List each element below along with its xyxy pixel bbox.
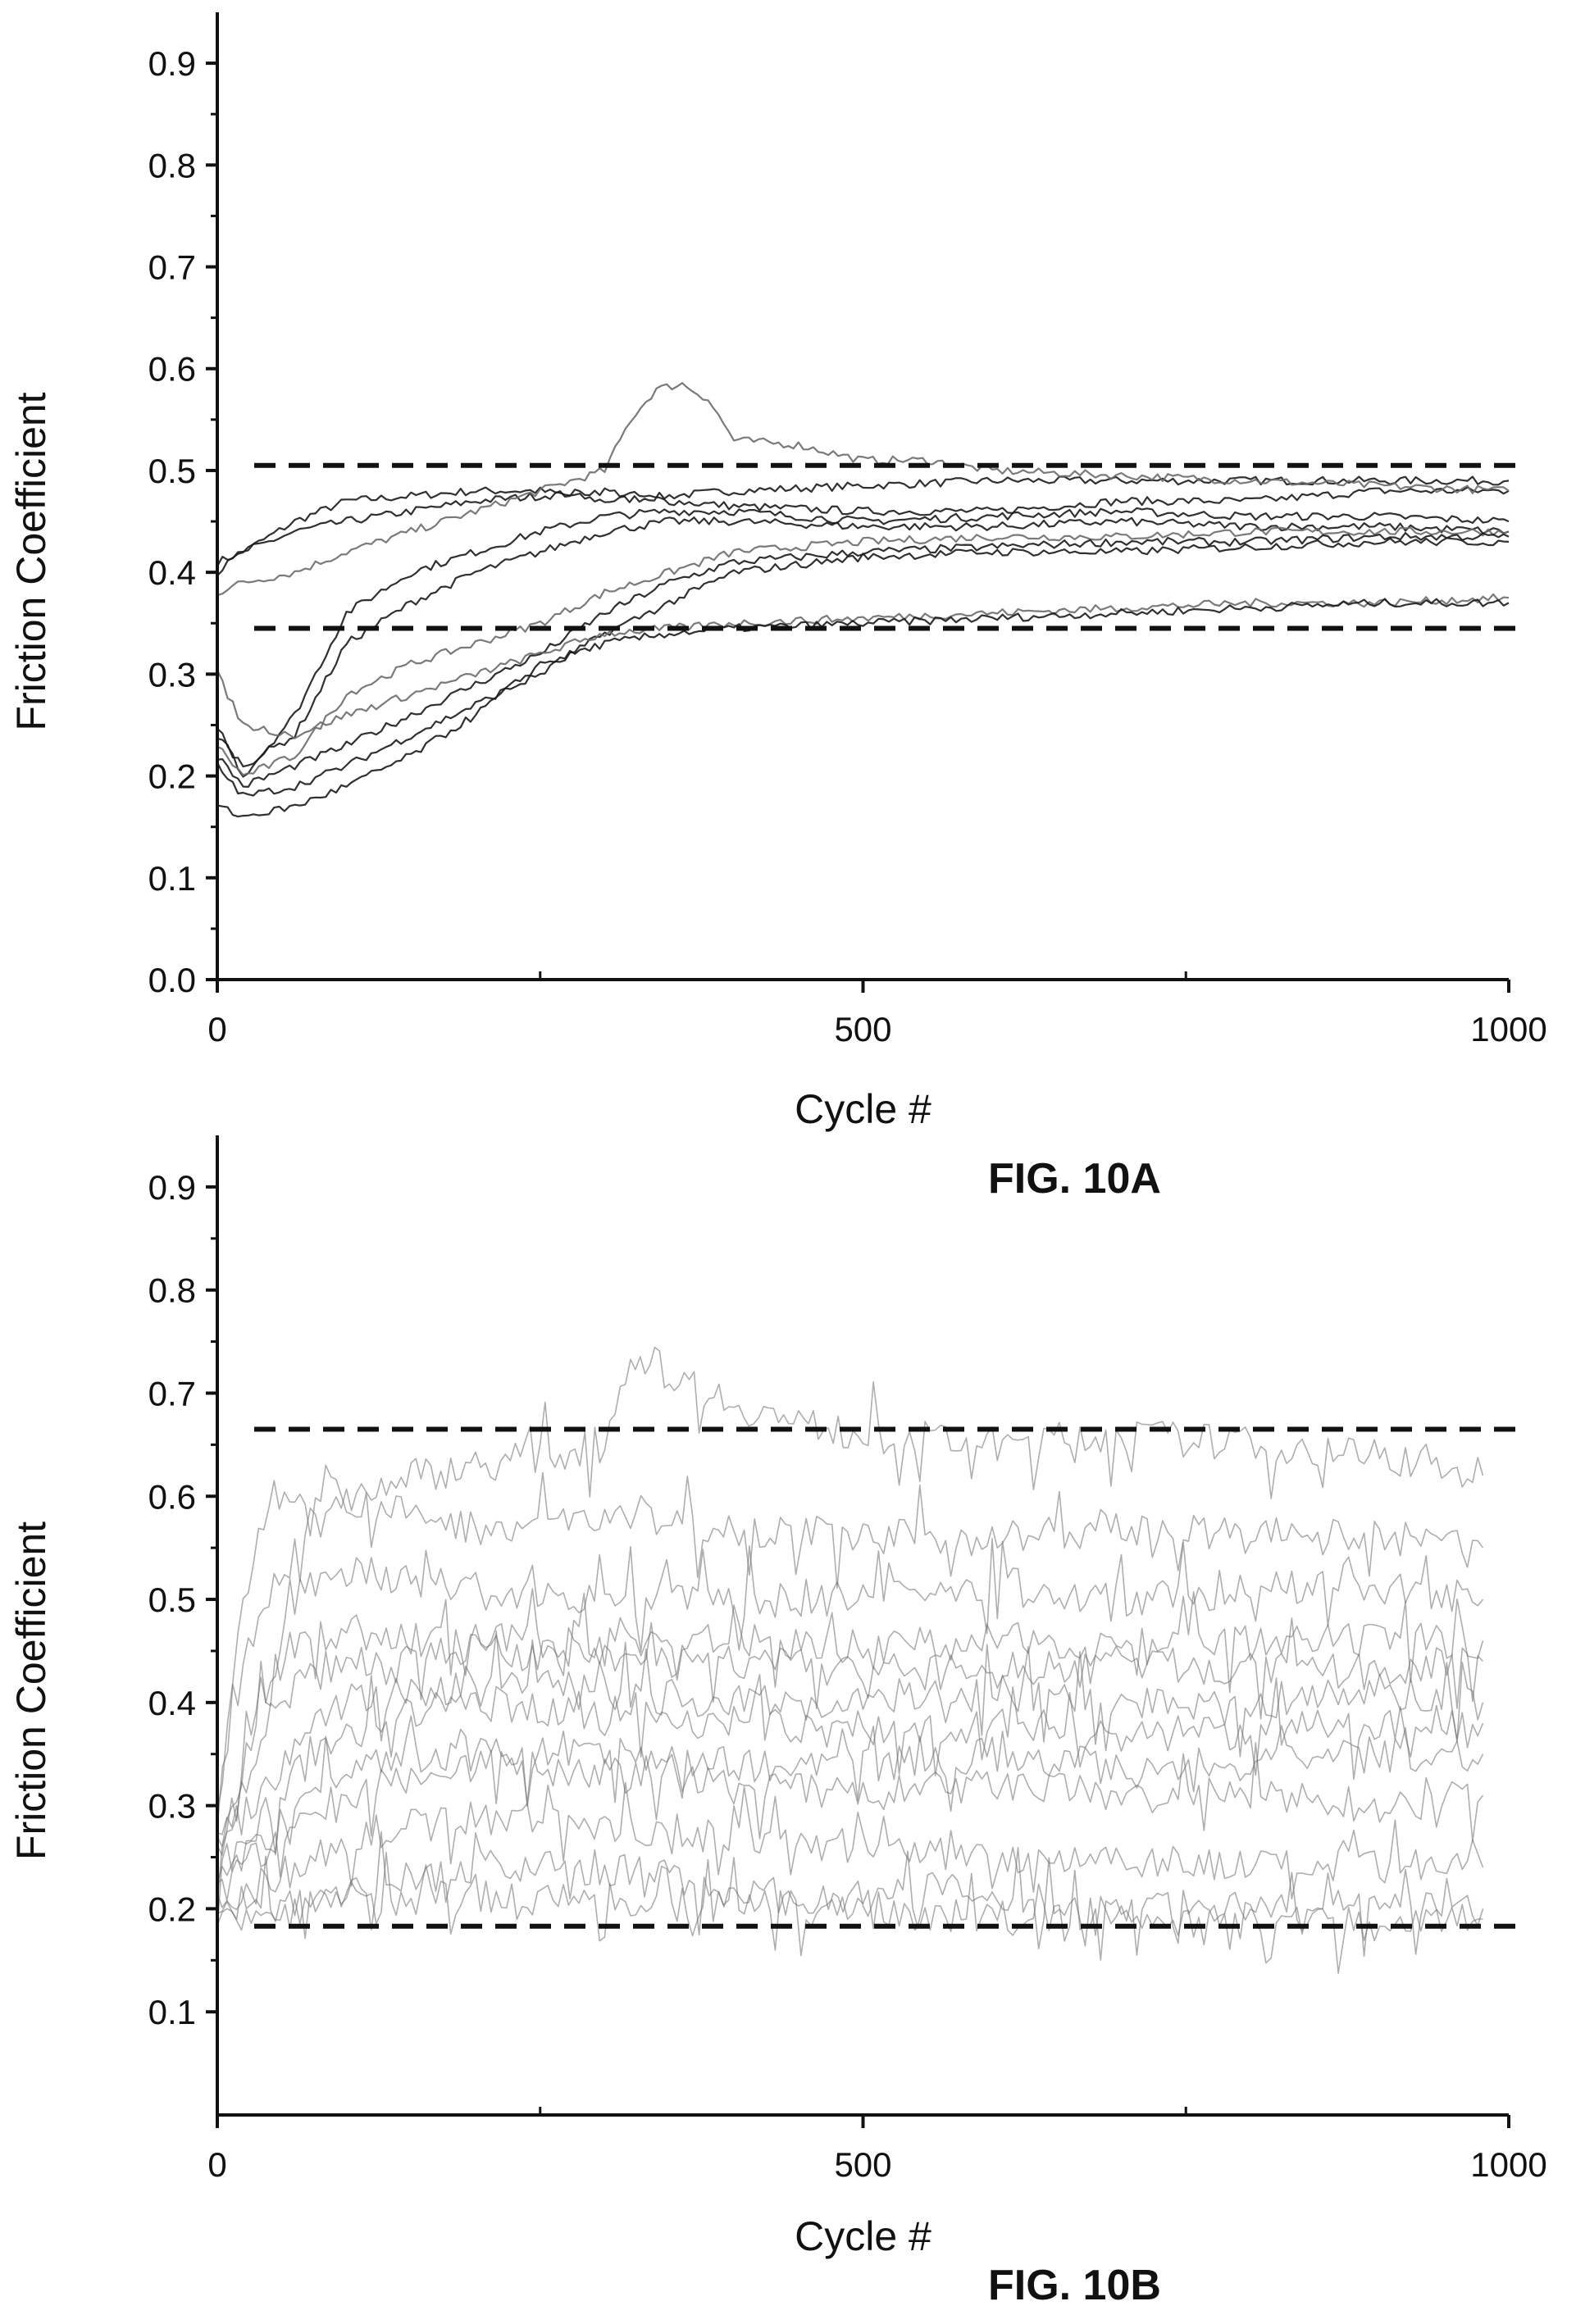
series-line-11 (216, 1630, 1484, 1836)
y-tick-label: 0.3 (148, 1787, 196, 1826)
y-tick-label: 0.9 (148, 44, 196, 83)
x-tick-label: 500 (834, 2145, 891, 2184)
x-tick-label: 0 (207, 2145, 226, 2184)
x-axis-label: Cycle # (795, 1086, 931, 1132)
series-line-1 (216, 1346, 1484, 1828)
x-tick-label: 0 (207, 1010, 226, 1048)
series-line-12 (216, 1715, 1484, 1885)
series-line-10 (216, 1538, 1484, 1848)
series-line-3 (216, 1588, 1484, 1856)
chart-fig-10a: 0.0 0.1 0.2 0.3 0.4 0.5 0.6 0.7 0.8 0.9 0 500 1000 Cy… (8, 12, 1547, 1203)
x-tick-label: 500 (834, 1010, 891, 1048)
series-line-2 (216, 1464, 1484, 1812)
y-axis-label: Friction Coefficient (8, 1521, 54, 1860)
series-line-4 (216, 1617, 1484, 1903)
series-line-8 (216, 537, 1510, 797)
y-tick-label: 0.3 (148, 655, 196, 694)
series-line-3 (216, 382, 1510, 596)
series-line-9 (216, 593, 1510, 739)
series-line-2 (216, 486, 1510, 576)
y-tick-label: 0.1 (148, 1993, 196, 2031)
y-axis-label: Friction Coefficient (8, 392, 54, 730)
y-tick-label: 0.7 (148, 248, 196, 287)
y-tick-label: 0.4 (148, 553, 196, 592)
y-tick-label: 0.2 (148, 1890, 196, 1928)
y-tick-label: 0.4 (148, 1684, 196, 1722)
series-line-5 (216, 1674, 1484, 1930)
figure-label: FIG. 10A (988, 1155, 1161, 1203)
series-line-9 (216, 1852, 1483, 1974)
y-tick-label: 0.6 (148, 1477, 196, 1516)
series-line-6 (216, 526, 1510, 776)
series-line-6 (216, 1742, 1484, 1902)
y-tick-label: 0.8 (148, 1271, 196, 1310)
y-tick-label: 0.0 (148, 961, 196, 999)
y-tick-label: 0.5 (148, 1580, 196, 1619)
y-tick-label: 0.7 (148, 1374, 196, 1412)
series-line-7 (216, 532, 1510, 788)
series-line-10 (216, 598, 1510, 818)
y-tick-label: 0.5 (148, 452, 196, 490)
y-tick-label: 0.2 (148, 757, 196, 796)
y-tick-label: 0.8 (148, 146, 196, 184)
chart-fig-10b: 0.1 0.2 0.3 0.4 0.5 0.6 0.7 0.8 0.9 0 500 1000 Cycle… (8, 1135, 1547, 2309)
x-tick-label: 1000 (1470, 1010, 1546, 1048)
y-tick-label: 0.9 (148, 1168, 196, 1207)
series-line-4 (216, 507, 1510, 778)
series-line-5 (216, 516, 1510, 768)
figure-label: FIG. 10B (988, 2262, 1161, 2309)
series-line-7 (216, 1781, 1484, 1911)
x-tick-label: 1000 (1470, 2145, 1546, 2184)
y-tick-label: 0.6 (148, 350, 196, 389)
y-tick-label: 0.1 (148, 859, 196, 898)
x-axis-label: Cycle # (795, 2213, 931, 2259)
